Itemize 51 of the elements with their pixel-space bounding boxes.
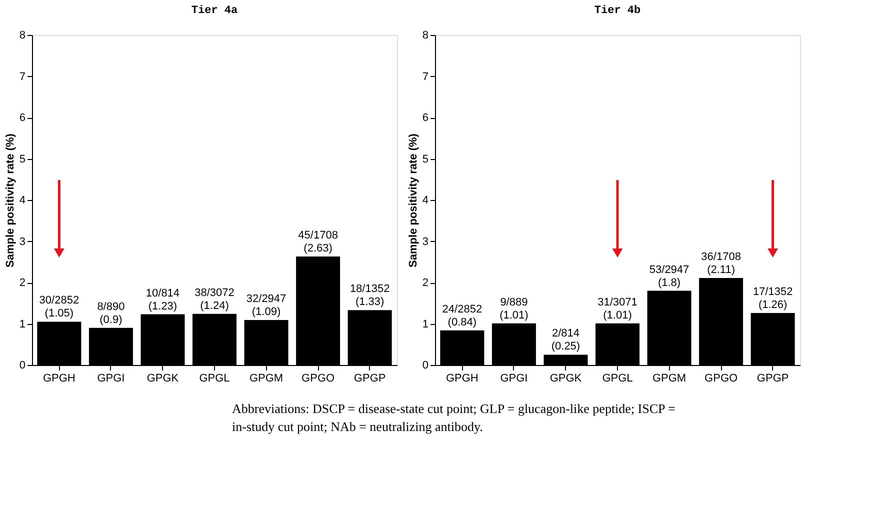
y-tick-label: 7 bbox=[19, 70, 26, 83]
text: Abbreviations: DSCP = disease-state cut point; GLP = glucagon-like peptide; ISCP = in-study cut point; NAb = neutralizing antibody. bbox=[232, 401, 676, 434]
text: 9/889 (1.01) bbox=[500, 296, 528, 322]
y-tick-label: 0 bbox=[19, 360, 26, 372]
text: 53/2947 (1.8) bbox=[649, 264, 690, 289]
y-tick-label: 4 bbox=[422, 194, 428, 206]
text: 31/3071 (1.01) bbox=[598, 296, 638, 322]
text: 30/2852 (1.05) bbox=[39, 294, 80, 320]
y-tick-label: 5 bbox=[422, 153, 428, 166]
y-tick-label: 1 bbox=[422, 318, 428, 330]
y-tick-label: 3 bbox=[422, 236, 428, 248]
y-tick-label: 7 bbox=[422, 70, 428, 83]
y-axis-title: Sample positivity rate (%) bbox=[4, 133, 16, 268]
x-tick-label: GPGM bbox=[249, 372, 284, 384]
x-tick-label: GPGH bbox=[446, 372, 478, 384]
x-tick-label: GPGO bbox=[704, 372, 738, 384]
y-tick-label: 8 bbox=[422, 30, 428, 42]
text: 18/1352 (1.33) bbox=[350, 283, 390, 308]
x-tick-label: GPGP bbox=[354, 372, 386, 384]
x-tick-label: GPGI bbox=[500, 372, 528, 384]
y-tick-label: 6 bbox=[19, 112, 26, 124]
text: 8/890 (0.9) bbox=[97, 300, 125, 326]
text: 32/2947 (1.09) bbox=[246, 293, 286, 318]
text: 10/814 (1.23) bbox=[146, 287, 180, 312]
text: 38/3072 (1.24) bbox=[194, 286, 234, 312]
x-tick-label: GPGI bbox=[97, 372, 125, 384]
text: 2/814 (0.25) bbox=[551, 328, 580, 353]
chart-title: Tier 4a bbox=[191, 5, 238, 17]
text: 45/1708 (2.63) bbox=[298, 230, 338, 255]
text: 36/1708 (2.11) bbox=[701, 250, 741, 276]
y-tick-label: 8 bbox=[19, 30, 26, 42]
x-tick-label: GPGL bbox=[199, 372, 230, 384]
x-tick-label: GPGM bbox=[652, 372, 686, 384]
y-tick-label: 4 bbox=[19, 194, 26, 206]
y-tick-label: 2 bbox=[422, 277, 428, 289]
y-tick-label: 3 bbox=[19, 236, 26, 248]
y-tick-label: 1 bbox=[19, 318, 26, 330]
x-tick-label: GPGL bbox=[602, 372, 633, 384]
x-tick-label: GPGK bbox=[146, 372, 180, 384]
y-axis-title: Sample positivity rate (%) bbox=[407, 133, 420, 268]
x-tick-label: GPGP bbox=[756, 372, 789, 384]
text: 24/2852 (0.84) bbox=[442, 303, 482, 328]
x-tick-label: GPGH bbox=[42, 372, 76, 384]
x-tick-label: GPGK bbox=[550, 372, 582, 384]
chart-title: Tier 4b bbox=[594, 5, 641, 17]
y-tick-label: 5 bbox=[19, 153, 26, 166]
y-tick-label: 6 bbox=[422, 112, 428, 124]
y-tick-label: 2 bbox=[19, 277, 26, 289]
text: 17/1352 (1.26) bbox=[752, 286, 793, 312]
y-tick-label: 0 bbox=[422, 360, 428, 372]
x-tick-label: GPGO bbox=[302, 372, 335, 384]
